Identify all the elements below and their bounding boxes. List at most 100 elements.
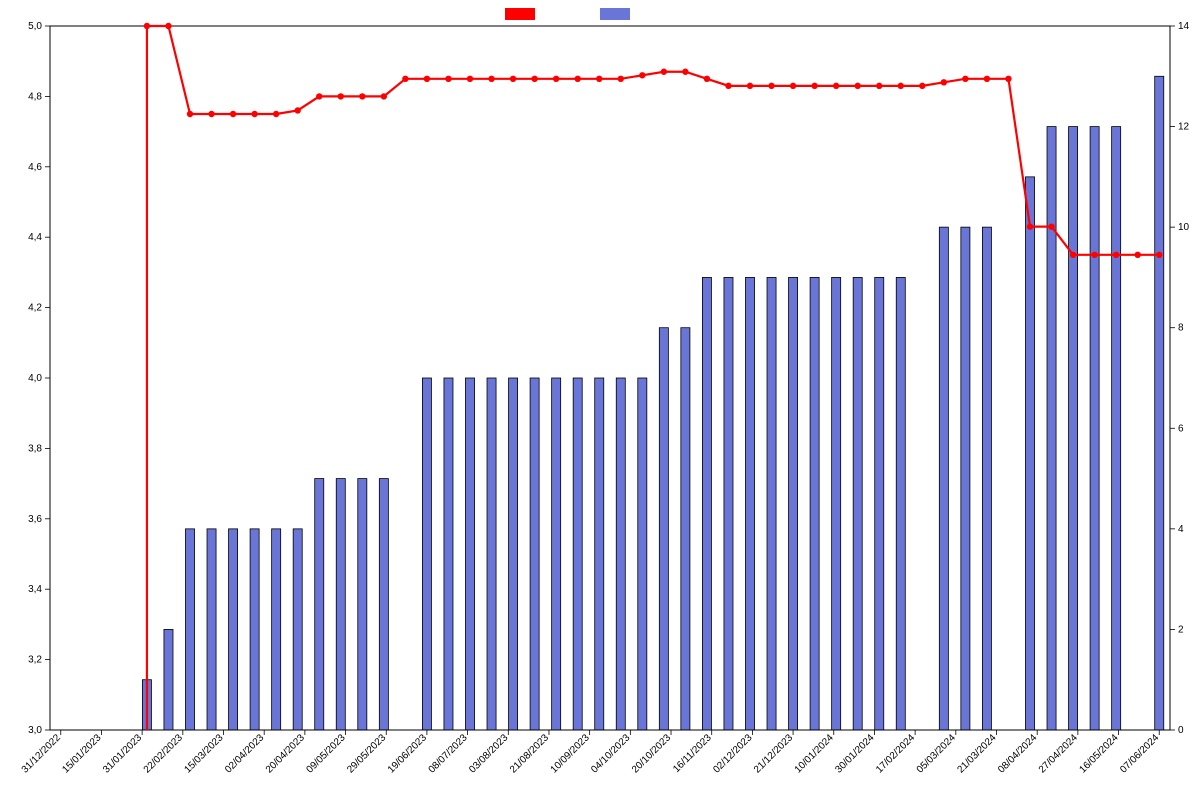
x-tick-label: 07/06/2024 [1118, 732, 1161, 775]
x-tick-label: 27/04/2024 [1037, 732, 1080, 775]
bar [745, 277, 754, 730]
x-tick-label: 19/06/2023 [386, 732, 429, 775]
x-tick-label: 08/04/2024 [996, 732, 1039, 775]
bar [552, 378, 561, 730]
line-marker [230, 111, 236, 117]
line-marker [876, 83, 882, 89]
line-marker [381, 93, 387, 99]
x-tick-label: 30/01/2024 [833, 732, 876, 775]
line-marker [553, 76, 559, 82]
bar [250, 529, 259, 730]
line-marker [424, 76, 430, 82]
legend-swatch [600, 8, 630, 20]
y-left-tick-label: 4,6 [28, 162, 42, 173]
bar [530, 378, 539, 730]
chart-container: 3,03,23,43,63,84,04,24,44,64,85,00246810… [0, 0, 1200, 800]
line-marker [704, 76, 710, 82]
line-marker [1091, 252, 1097, 258]
y-left-tick-label: 3,8 [28, 443, 42, 454]
bar [982, 227, 991, 730]
bar [616, 378, 625, 730]
x-tick-label: 21/12/2023 [752, 732, 795, 775]
bar [1155, 76, 1164, 730]
y-right-tick-label: 2 [1178, 624, 1184, 635]
bar [315, 479, 324, 730]
bar [638, 378, 647, 730]
line-marker [467, 76, 473, 82]
line-marker [402, 76, 408, 82]
legend-swatch [505, 8, 535, 20]
x-tick-label: 08/07/2023 [427, 732, 470, 775]
y-left-tick-label: 5,0 [28, 21, 42, 32]
line-marker [251, 111, 257, 117]
x-tick-label: 29/05/2023 [345, 732, 388, 775]
bar [573, 378, 582, 730]
line-marker [725, 83, 731, 89]
x-tick-label: 20/10/2023 [630, 732, 673, 775]
line-marker [618, 76, 624, 82]
line-marker [898, 83, 904, 89]
bar [422, 378, 431, 730]
line-marker [574, 76, 580, 82]
line-marker [639, 72, 645, 78]
line-marker [338, 93, 344, 99]
y-right-tick-label: 0 [1178, 725, 1184, 736]
bar [164, 629, 173, 730]
x-tick-label: 04/10/2023 [589, 732, 632, 775]
line-marker [596, 76, 602, 82]
x-tick-label: 05/03/2024 [915, 732, 958, 775]
line-marker [1048, 223, 1054, 229]
bar [789, 277, 798, 730]
line-marker [165, 23, 171, 29]
line-marker [854, 83, 860, 89]
line-marker [919, 83, 925, 89]
bar [896, 277, 905, 730]
bar [272, 529, 281, 730]
bar [810, 277, 819, 730]
line-marker [811, 83, 817, 89]
bar [659, 328, 668, 730]
bar [939, 227, 948, 730]
bar [853, 277, 862, 730]
x-tick-label: 16/05/2024 [1077, 732, 1120, 775]
x-tick-label: 10/01/2024 [793, 732, 836, 775]
y-right-tick-label: 12 [1178, 122, 1190, 133]
x-tick-label: 16/11/2023 [671, 732, 714, 775]
line-marker [768, 83, 774, 89]
bar [832, 277, 841, 730]
bar [487, 378, 496, 730]
line-marker [1113, 252, 1119, 258]
line-marker [316, 93, 322, 99]
line-marker [833, 83, 839, 89]
line-marker [1156, 252, 1162, 258]
y-right-tick-label: 14 [1178, 21, 1190, 32]
bar [1090, 127, 1099, 730]
x-tick-label: 09/05/2023 [304, 732, 347, 775]
y-left-tick-label: 3,0 [28, 725, 42, 736]
bar [875, 277, 884, 730]
bar [724, 277, 733, 730]
x-tick-label: 02/12/2023 [711, 732, 754, 775]
bar [293, 529, 302, 730]
bar [1069, 127, 1078, 730]
line-marker [1027, 223, 1033, 229]
bar [185, 529, 194, 730]
y-left-tick-label: 3,6 [28, 514, 42, 525]
line-marker [1005, 76, 1011, 82]
line-marker [1070, 252, 1076, 258]
bar [207, 529, 216, 730]
y-left-tick-label: 3,2 [28, 655, 42, 666]
line-marker [531, 76, 537, 82]
line-marker [208, 111, 214, 117]
y-right-tick-label: 10 [1178, 222, 1190, 233]
line-marker [747, 83, 753, 89]
bar [465, 378, 474, 730]
line-marker [144, 23, 150, 29]
x-tick-label: 15/03/2023 [182, 732, 225, 775]
line-marker [984, 76, 990, 82]
bar [379, 479, 388, 730]
bar [358, 479, 367, 730]
line-marker [941, 79, 947, 85]
bar [595, 378, 604, 730]
line-marker [1134, 252, 1140, 258]
